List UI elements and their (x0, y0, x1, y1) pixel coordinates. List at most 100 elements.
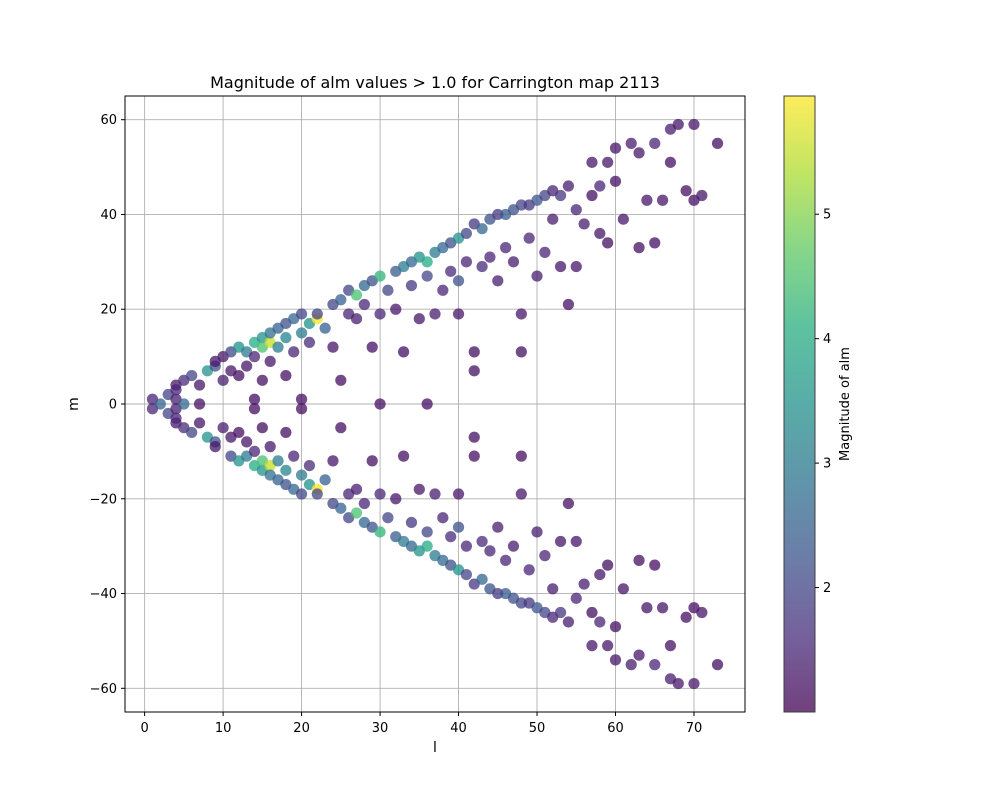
data-point (280, 426, 292, 439)
data-point (405, 279, 418, 292)
y-tick-label: 40 (100, 208, 117, 223)
data-point (554, 535, 567, 548)
data-points (146, 118, 724, 690)
data-point (382, 284, 394, 296)
data-point (413, 313, 425, 325)
data-point (358, 497, 370, 510)
data-point (586, 606, 598, 619)
data-point (248, 403, 261, 415)
data-point (374, 398, 386, 410)
data-point (609, 175, 622, 187)
data-point (186, 426, 198, 439)
data-point (680, 611, 692, 623)
data-point (554, 189, 567, 202)
data-point (586, 640, 598, 652)
data-point (696, 606, 708, 619)
x-tick-label: 30 (372, 721, 389, 736)
data-point (452, 308, 465, 320)
data-point (649, 559, 661, 571)
data-point (319, 322, 331, 334)
data-point (586, 189, 598, 202)
data-point (272, 341, 284, 353)
data-point (295, 308, 308, 320)
data-point (696, 189, 708, 202)
data-point (515, 346, 527, 358)
data-point (256, 374, 268, 386)
data-point (272, 455, 284, 467)
data-point (358, 298, 370, 311)
data-point (350, 313, 363, 325)
data-point (641, 194, 653, 206)
data-point (602, 640, 614, 652)
data-point (178, 398, 190, 410)
data-point (492, 521, 504, 533)
data-point (468, 365, 480, 377)
data-point (602, 559, 614, 571)
y-tick-label: −60 (90, 682, 117, 697)
data-point (319, 474, 331, 486)
data-point (492, 208, 504, 221)
data-point (656, 194, 669, 206)
data-point (233, 369, 245, 382)
data-point (554, 260, 567, 273)
data-point (547, 213, 559, 225)
data-point (531, 526, 543, 538)
data-point (539, 246, 551, 258)
data-point (452, 488, 465, 500)
data-point (617, 583, 629, 595)
data-point (617, 213, 629, 225)
chart-title: Magnitude of alm values > 1.0 for Carrin… (210, 73, 660, 92)
colorbar-tick-label: 5 (823, 208, 831, 223)
data-point (602, 237, 614, 249)
colorbar-ticks: 2 3 4 5 (815, 208, 831, 596)
data-point (507, 540, 520, 552)
data-point (193, 398, 206, 410)
data-point (374, 488, 386, 500)
data-point (193, 417, 206, 429)
data-point (507, 256, 520, 268)
x-tick-label: 10 (215, 721, 232, 736)
x-tick-label: 20 (293, 721, 310, 736)
data-point (649, 137, 661, 149)
data-point (327, 341, 339, 353)
data-point (405, 516, 418, 529)
data-point (531, 270, 543, 282)
data-point (452, 521, 465, 533)
data-point (374, 526, 386, 538)
data-point (335, 422, 347, 434)
data-point (460, 227, 472, 240)
data-point (280, 332, 292, 344)
data-point (633, 147, 645, 159)
data-point (594, 180, 606, 192)
data-point (170, 384, 182, 396)
data-point (641, 602, 653, 614)
y-axis-label: m (66, 397, 82, 411)
data-point (186, 369, 198, 382)
data-point (421, 270, 433, 282)
data-point (350, 289, 363, 301)
colorbar-label: Magnitude of alm (838, 347, 853, 461)
data-point (413, 483, 425, 495)
x-axis-ticks: 0 10 20 30 40 50 60 70 (140, 712, 702, 736)
data-point (515, 488, 527, 500)
data-point (492, 587, 504, 600)
data-point (515, 597, 527, 609)
x-tick-label: 70 (686, 721, 703, 736)
x-tick-label: 0 (140, 721, 148, 736)
data-point (217, 422, 229, 434)
data-point (350, 483, 363, 495)
data-point (398, 450, 410, 462)
data-point (170, 412, 182, 424)
data-point (570, 592, 582, 604)
colorbar-tick-label: 2 (823, 581, 831, 596)
data-point (476, 223, 488, 235)
x-tick-label: 50 (529, 721, 546, 736)
y-tick-label: 60 (100, 113, 117, 128)
data-point (311, 308, 323, 320)
data-point (554, 606, 567, 619)
data-point (350, 507, 363, 519)
data-point (500, 242, 512, 254)
data-point (437, 512, 449, 524)
data-point (390, 303, 402, 315)
